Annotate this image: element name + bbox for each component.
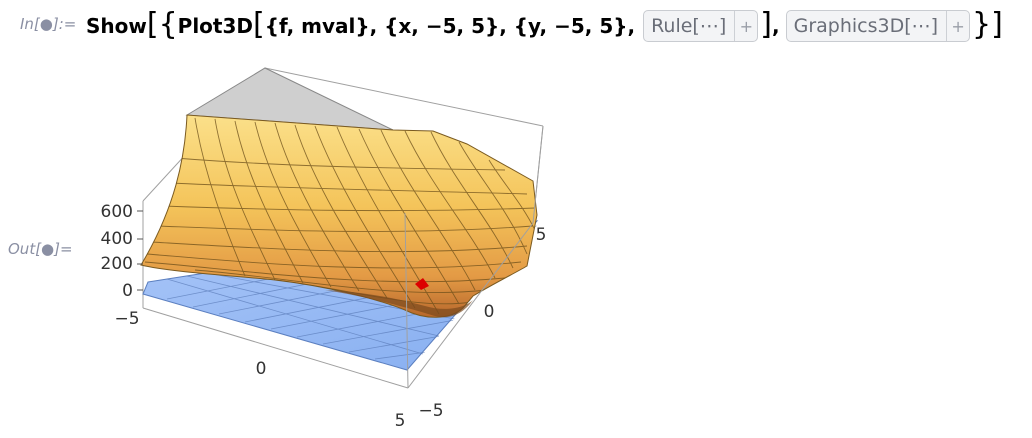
open-bracket: [{ [146, 7, 178, 42]
x-tick-label: 5 [395, 411, 406, 431]
surface-mesh [144, 117, 536, 315]
plot3d-function: Plot3D [177, 14, 253, 38]
z-axis-ticks [137, 210, 143, 291]
y-tick-label: 0 [484, 302, 495, 322]
show-function: Show [86, 14, 147, 38]
minimum-point-marker [415, 278, 429, 290]
graphics3d-chip-label: Graphics3D[⋯] [793, 15, 939, 37]
x-tick-label: −5 [114, 309, 139, 329]
surface-valley-shadow [325, 290, 473, 318]
plot3d-graphic[interactable]: 600 400 200 0 −5 0 5 5 0 −5 [75, 58, 575, 434]
input-prompt-label: In[●]:= [20, 15, 77, 33]
comma: , [771, 14, 780, 38]
z-tick-label: 200 [101, 254, 133, 274]
z-tick-label: 400 [101, 229, 133, 249]
plot3d-open-bracket: [ [253, 7, 265, 42]
rule-chip-label: Rule[⋯] [651, 15, 727, 37]
y-tick-label: −5 [418, 401, 443, 421]
plot3d-close-bracket: ] [760, 7, 772, 42]
plot3d-arguments: {f, mval}, {x, −5, 5}, {y, −5, 5}, [264, 14, 636, 38]
expand-plus-icon[interactable]: + [946, 11, 969, 41]
input-expression[interactable]: Show [{ Plot3D [ {f, mval}, {x, −5, 5}, … [86, 6, 1003, 46]
x-tick-label: 0 [256, 359, 267, 379]
y-tick-label: 5 [536, 225, 547, 245]
graphics3d-elided-chip[interactable]: Graphics3D[⋯] + [785, 10, 971, 42]
expand-plus-icon[interactable]: + [734, 11, 757, 41]
z-tick-label: 0 [122, 281, 133, 301]
bounding-box-front [142, 125, 544, 389]
output-prompt-label: Out[●]= [8, 240, 73, 258]
close-bracket: }] [972, 7, 1003, 42]
rule-elided-chip[interactable]: Rule[⋯] + [643, 10, 759, 42]
z-tick-label: 600 [101, 202, 133, 222]
